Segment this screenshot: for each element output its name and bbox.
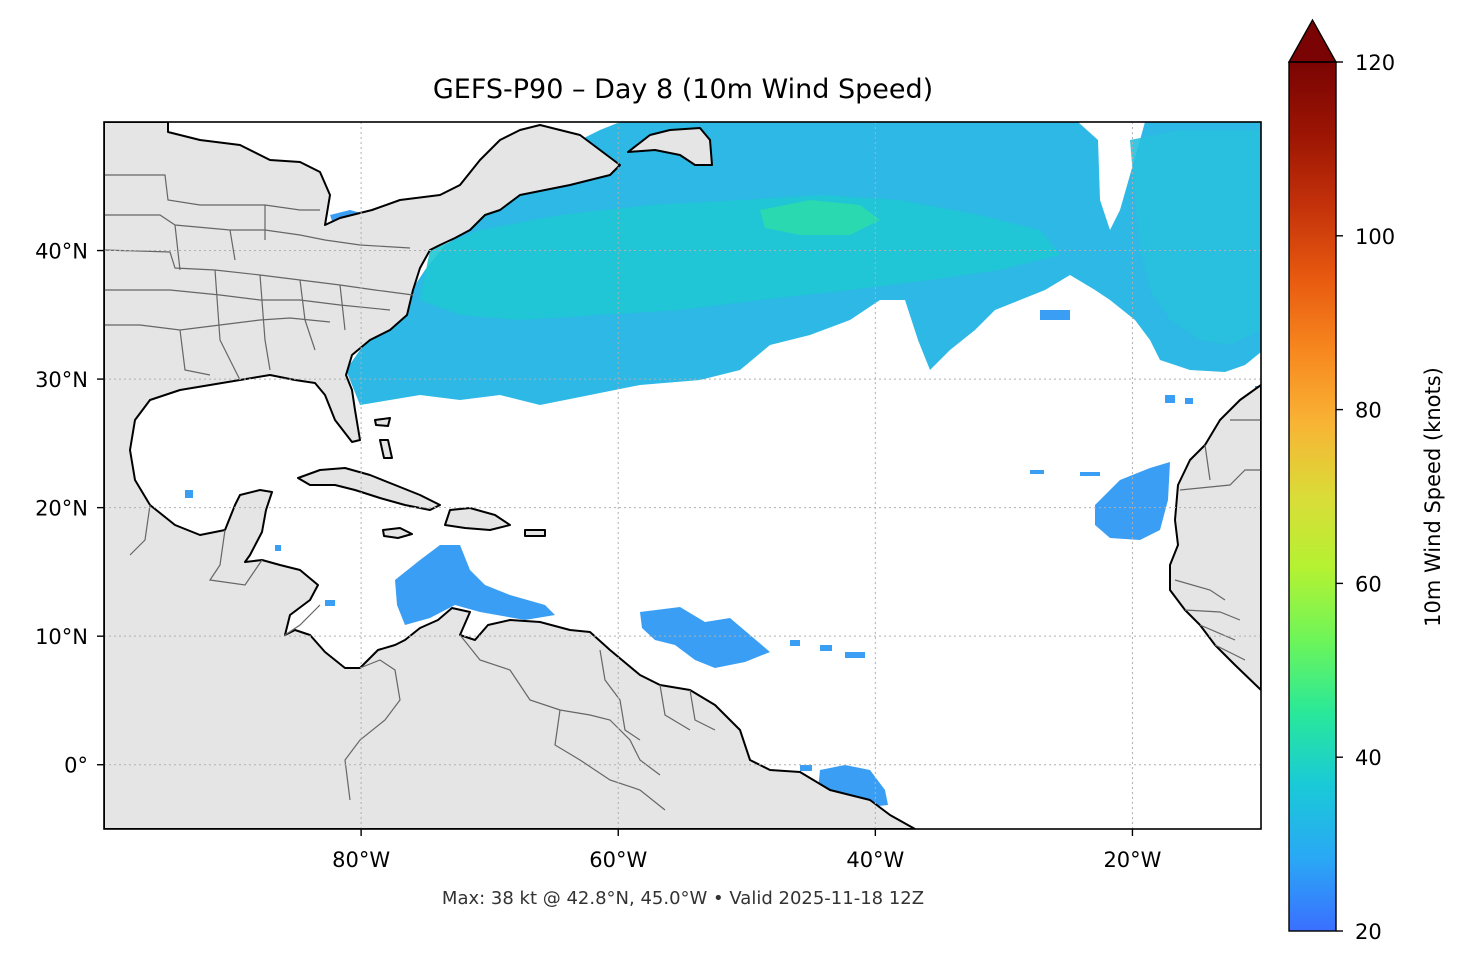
map-frame xyxy=(103,121,1262,830)
land-newfoundland xyxy=(627,127,713,166)
lat-tick-label: 30°N xyxy=(35,368,88,392)
land-hispaniola xyxy=(444,507,511,531)
land-jamaica xyxy=(382,527,413,539)
colorbar-frame xyxy=(1288,61,1337,932)
colorbar-tick-label: 120 xyxy=(1355,51,1395,75)
land-africa xyxy=(1169,384,1261,691)
wind-speck xyxy=(820,645,832,651)
wind-speck xyxy=(1030,470,1044,474)
wind-speck xyxy=(800,765,812,771)
lon-axis: 80°W 60°W 40°W 20°W xyxy=(332,829,1162,872)
lon-tick-label: 80°W xyxy=(332,848,390,872)
land-bahamas xyxy=(374,417,393,459)
colorbar-label: 10m Wind Speed (knots) xyxy=(1421,367,1445,627)
wind-speck xyxy=(185,490,193,498)
wind-region-east xyxy=(1130,130,1261,345)
lat-tick-label: 40°N xyxy=(35,240,88,264)
wind-region-caribbean xyxy=(395,545,555,625)
wind-speck xyxy=(845,652,865,658)
lat-tick-label: 20°N xyxy=(35,497,88,521)
wind-core-north-atlantic xyxy=(420,195,1060,320)
wind-speck xyxy=(275,545,281,551)
wind-hotspot-max xyxy=(760,200,880,235)
land-puerto-rico xyxy=(524,529,546,537)
lat-tick-label: 10°N xyxy=(35,625,88,649)
lon-tick-label: 40°W xyxy=(846,848,904,872)
political-borders xyxy=(104,174,1261,811)
wind-speed-field xyxy=(185,122,1261,808)
wind-speck xyxy=(1185,398,1193,404)
wind-speck xyxy=(790,640,800,646)
lon-tick-label: 20°W xyxy=(1103,848,1161,872)
land-masses xyxy=(104,122,1261,829)
colorbar-ticks: 20 40 60 80 100 120 xyxy=(1336,51,1395,944)
land-north-america xyxy=(104,122,916,829)
colorbar-tick-label: 80 xyxy=(1355,399,1382,423)
colorbar: 20 40 60 80 100 120 10m Wind Speed (knots) xyxy=(1287,18,1445,944)
lon-tick-label: 60°W xyxy=(589,848,647,872)
wind-speck xyxy=(1080,472,1100,476)
wind-speck xyxy=(1040,310,1070,320)
colorbar-tick-label: 20 xyxy=(1355,920,1382,944)
lat-axis: 40°N 30°N 20°N 10°N 0° xyxy=(35,240,104,778)
map-panel[interactable] xyxy=(104,122,1261,829)
colorbar-tick-label: 100 xyxy=(1355,225,1395,249)
wind-region-cape-verde xyxy=(1095,462,1170,540)
wind-speck xyxy=(325,600,335,606)
wind-region-tradewinds xyxy=(640,607,770,668)
map-title: GEFS-P90 – Day 8 (10m Wind Speed) xyxy=(433,74,933,105)
map-caption: Max: 38 kt @ 42.8°N, 45.0°W • Valid 2025… xyxy=(442,888,924,909)
colorbar-body xyxy=(1289,62,1336,931)
colorbar-extend-arrow xyxy=(1287,18,1338,63)
border-lines xyxy=(104,174,1261,811)
colorbar-tick-label: 60 xyxy=(1355,572,1382,596)
colorbar-tick-label: 40 xyxy=(1355,746,1382,770)
lat-tick-label: 0° xyxy=(64,754,88,778)
wind-speck xyxy=(1165,395,1175,403)
